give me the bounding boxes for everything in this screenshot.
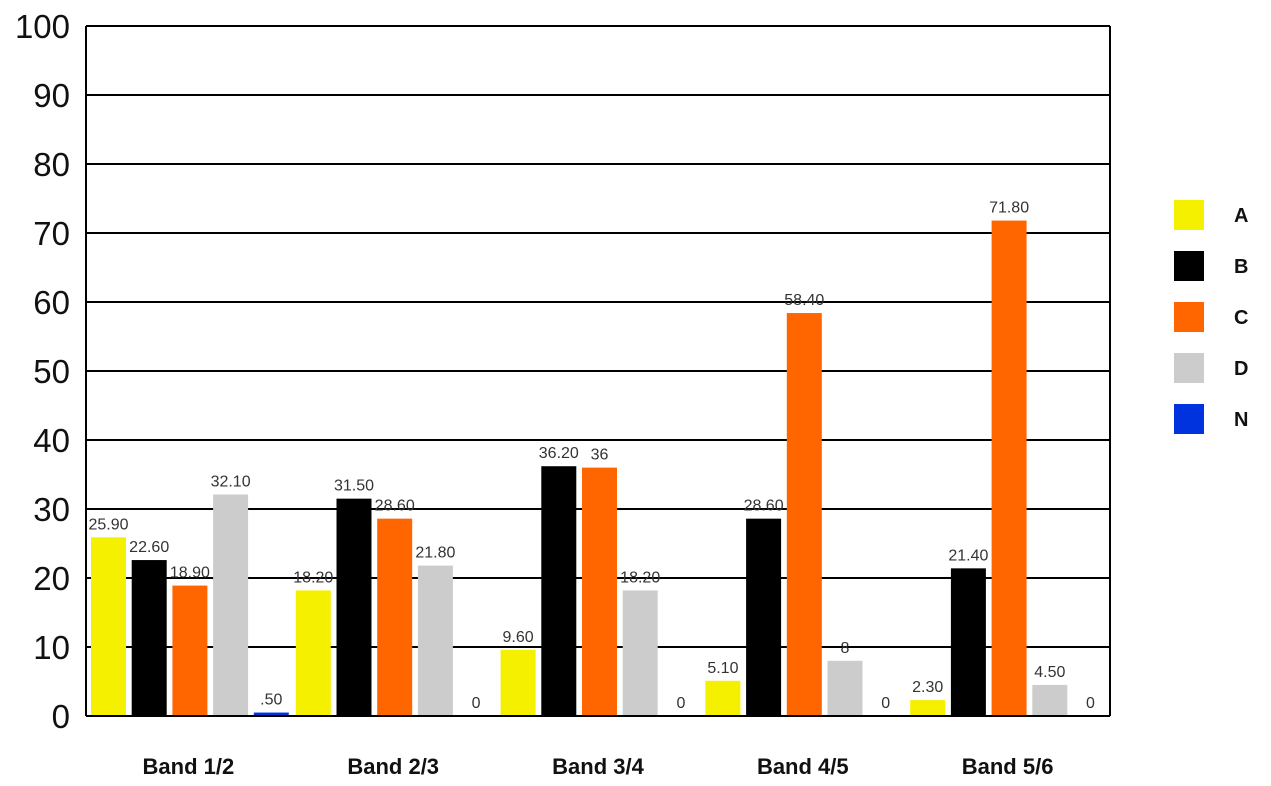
legend-swatch-c xyxy=(1174,302,1204,332)
data-label: 18.20 xyxy=(620,569,660,586)
data-label: 21.40 xyxy=(948,547,988,564)
y-tick-label: 30 xyxy=(33,491,70,528)
data-label: 31.50 xyxy=(334,478,374,495)
data-label: 18.90 xyxy=(170,565,210,582)
legend-label-b: B xyxy=(1234,256,1248,278)
y-tick-label: 20 xyxy=(33,560,70,597)
bar-b xyxy=(541,466,577,716)
y-tick-label: 80 xyxy=(33,146,70,183)
legend-label-d: D xyxy=(1234,358,1248,380)
x-category-label: Band 2/3 xyxy=(347,754,439,779)
bar-a xyxy=(295,590,331,716)
bar-d xyxy=(827,660,863,716)
x-category-label: Band 4/5 xyxy=(757,754,849,779)
legend-label-a: A xyxy=(1234,205,1248,227)
y-tick-label: 90 xyxy=(33,77,70,114)
data-label: 28.60 xyxy=(744,498,784,515)
data-label: 28.60 xyxy=(375,498,415,515)
data-label: 71.80 xyxy=(989,200,1029,217)
y-tick-label: 70 xyxy=(33,215,70,252)
data-label: 0 xyxy=(472,695,481,712)
data-label: 8 xyxy=(841,640,850,657)
data-label: 0 xyxy=(881,695,890,712)
bar-a xyxy=(705,680,741,716)
bar-n xyxy=(253,712,289,716)
data-label: 36 xyxy=(591,447,609,464)
x-category-label: Band 1/2 xyxy=(143,754,235,779)
grid-lines xyxy=(86,25,1110,717)
bar-b xyxy=(746,518,782,716)
bar-d xyxy=(417,565,453,716)
legend-label-c: C xyxy=(1234,307,1248,329)
bar-c xyxy=(991,220,1027,716)
y-tick-label: 50 xyxy=(33,353,70,390)
data-label: 2.30 xyxy=(912,679,943,696)
legend-swatch-a xyxy=(1174,200,1204,230)
data-label: .50 xyxy=(260,692,282,709)
bar-d xyxy=(622,590,658,716)
data-label: 25.90 xyxy=(88,516,128,533)
x-category-label: Band 5/6 xyxy=(962,754,1054,779)
y-tick-label: 60 xyxy=(33,284,70,321)
data-label: 9.60 xyxy=(503,629,534,646)
y-tick-label: 10 xyxy=(33,629,70,666)
bar-a xyxy=(500,649,536,716)
data-label: 4.50 xyxy=(1034,664,1065,681)
bar-a xyxy=(91,537,126,716)
bar-c xyxy=(172,585,208,716)
bar-b xyxy=(131,560,167,716)
data-labels: 25.9022.6018.9032.10.5018.2031.5028.6021… xyxy=(88,200,1095,712)
legend-swatch-b xyxy=(1174,251,1204,281)
legend: A B C D N xyxy=(1174,200,1248,434)
bar-b xyxy=(950,568,986,716)
bar-b xyxy=(336,498,372,716)
x-category-label: Band 3/4 xyxy=(552,754,644,779)
data-label: 36.20 xyxy=(539,445,579,462)
y-tick-label: 100 xyxy=(15,8,70,45)
data-label: 18.20 xyxy=(293,569,333,586)
data-label: 21.80 xyxy=(415,545,455,562)
data-label: 0 xyxy=(676,695,685,712)
data-label: 5.10 xyxy=(707,660,738,677)
legend-label-n: N xyxy=(1234,409,1248,431)
data-label: 22.60 xyxy=(129,539,169,556)
bar-d xyxy=(213,494,249,716)
bar-a xyxy=(910,700,946,716)
data-label: 58.40 xyxy=(784,292,824,309)
legend-swatch-n xyxy=(1174,404,1204,434)
bar-d xyxy=(1032,684,1068,716)
bar-c xyxy=(786,313,822,716)
legend-swatch-d xyxy=(1174,353,1204,383)
y-tick-label: 40 xyxy=(33,422,70,459)
data-label: 0 xyxy=(1086,695,1095,712)
bar-c xyxy=(582,467,617,716)
y-tick-label: 0 xyxy=(52,698,70,735)
data-label: 32.10 xyxy=(211,474,251,491)
bars xyxy=(91,220,1068,716)
bar-c xyxy=(377,518,413,716)
